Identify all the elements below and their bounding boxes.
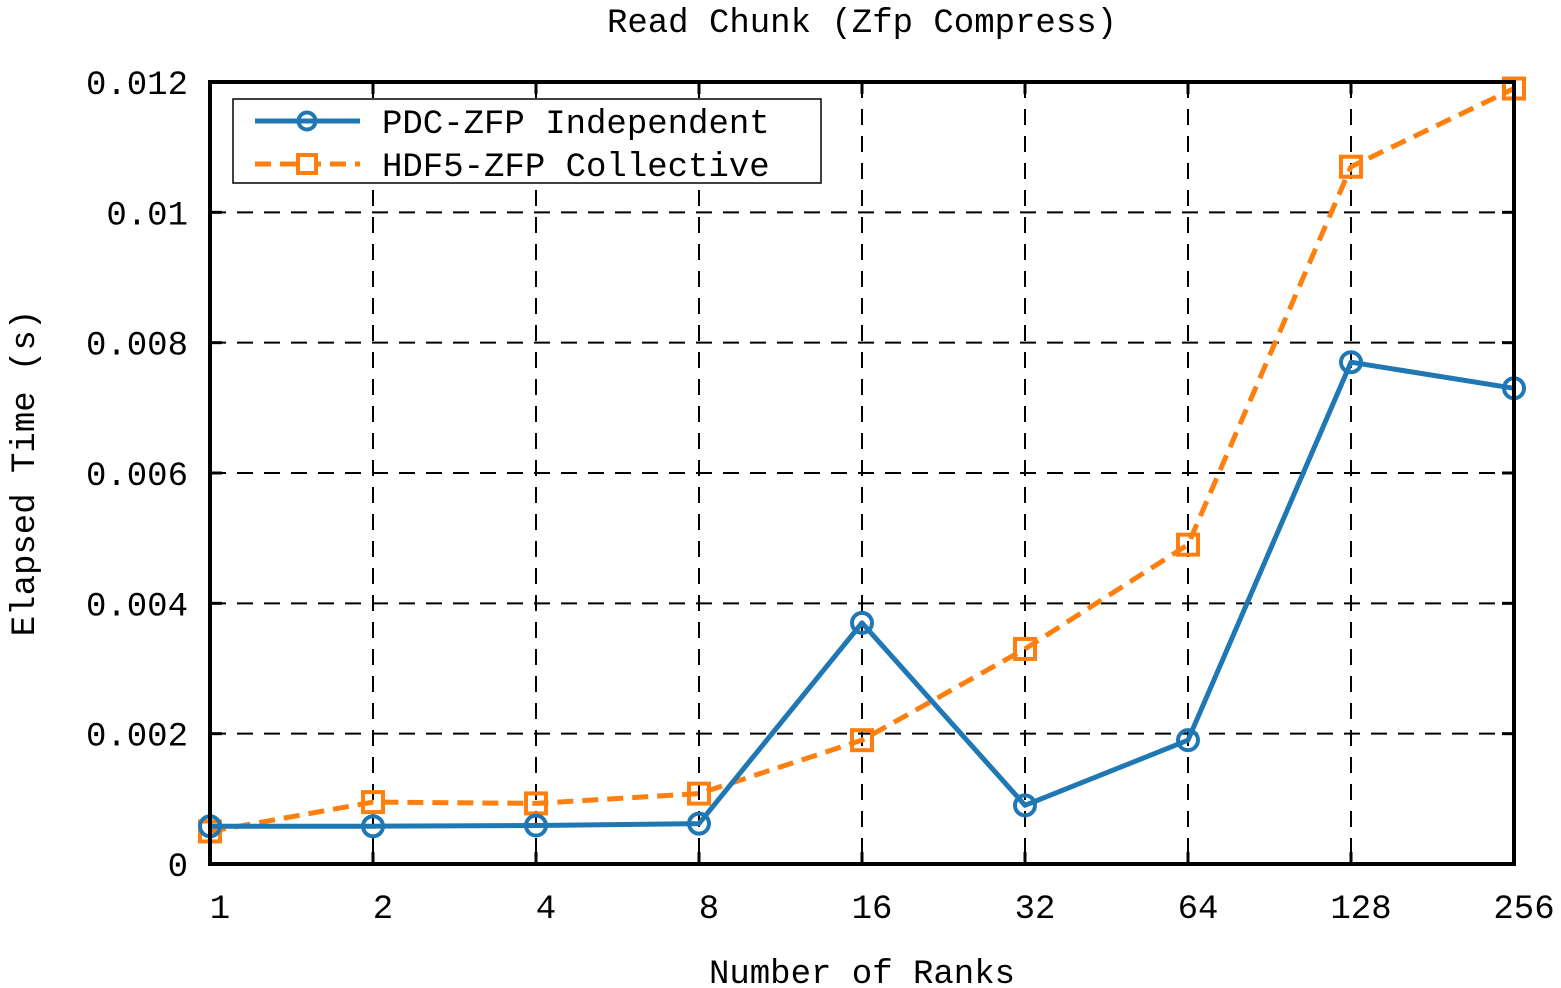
- legend-entry-pdc-zfp-independent: PDC-ZFP Independent: [255, 106, 770, 144]
- y-tick-label: 0.006: [86, 458, 188, 496]
- x-tick-label: 2: [373, 891, 393, 929]
- legend-box: [232, 98, 822, 184]
- x-tick-label: 32: [1015, 891, 1056, 929]
- data-point-square: [1176, 532, 1200, 557]
- y-axis-label: Elapsed Time (s): [7, 310, 45, 636]
- legend-circle-marker-icon: [296, 110, 318, 132]
- legend-label: PDC-ZFP Independent: [382, 106, 770, 144]
- data-point-square: [524, 791, 548, 816]
- x-tick-label: 4: [536, 891, 556, 929]
- data-point-circle: [850, 610, 874, 635]
- data-point-square: [850, 728, 874, 753]
- x-axis-label: Number of Ranks: [709, 956, 1015, 988]
- grid: [210, 82, 1514, 864]
- x-tick-label: 16: [852, 891, 893, 929]
- data-point-circle: [361, 814, 385, 839]
- tick-labels: 1 2 4 8 16 32 64 128 256 0 0.002 0.004 0.006 0.008 0.0…: [86, 67, 1555, 929]
- x-tick-label: 128: [1330, 891, 1391, 929]
- data-point-circle: [524, 813, 548, 838]
- y-tick-label: 0.012: [86, 67, 188, 105]
- data-point-square: [1339, 154, 1363, 179]
- x-tick-label: 64: [1178, 891, 1219, 929]
- x-tick-label: 8: [699, 891, 719, 929]
- legend-square-marker-icon: [296, 153, 318, 175]
- data-point-circle: [1013, 793, 1037, 818]
- legend: PDC-ZFP Independent HDF5-ZFP Collective: [232, 98, 822, 187]
- legend-entry-hdf5-zfp-collective: HDF5-ZFP Collective: [255, 149, 770, 187]
- y-tick-label: 0.01: [106, 197, 188, 235]
- y-tick-label: 0: [168, 849, 188, 887]
- series-line-pdc-zfp-independent: [210, 359, 1515, 829]
- data-point-square: [361, 790, 385, 815]
- data-point-square: [1013, 636, 1037, 661]
- data-point-circle: [1339, 350, 1363, 375]
- data-point-square: [687, 781, 711, 806]
- series-line-hdf5-zfp-collective: [209, 86, 1516, 834]
- data-point-circle: [687, 811, 711, 836]
- x-tick-label: 256: [1493, 891, 1554, 929]
- y-tick-label: 0.002: [86, 719, 188, 757]
- chart-title: Read Chunk (Zfp Compress): [607, 5, 1117, 43]
- data-point-circle: [1176, 728, 1200, 753]
- legend-label: HDF5-ZFP Collective: [382, 149, 770, 187]
- y-tick-label: 0.004: [86, 588, 188, 626]
- y-tick-label: 0.008: [86, 328, 188, 366]
- x-tick-label: 1: [210, 891, 230, 929]
